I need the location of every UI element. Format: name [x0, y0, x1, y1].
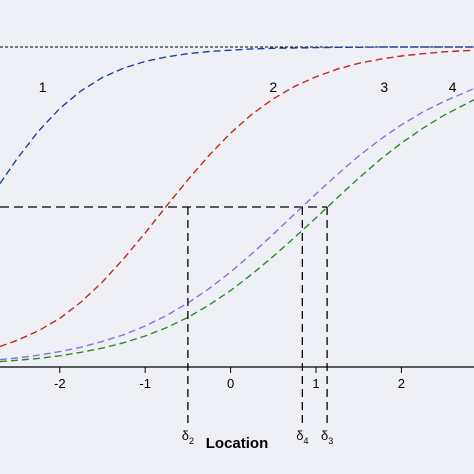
drop-lines — [187, 207, 328, 427]
x-tick-label: 1 — [312, 376, 319, 391]
curve-2 — [0, 49, 474, 348]
curve-4 — [0, 99, 474, 363]
x-tick-label: 0 — [227, 376, 234, 391]
x-tick-label: -1 — [139, 376, 151, 391]
curve-label-4: 4 — [449, 79, 457, 95]
curve-labels: 1 2 3 4 — [39, 79, 457, 95]
x-axis-title: Location — [206, 435, 269, 452]
curve-label-2: 2 — [269, 79, 277, 95]
curves — [0, 46, 474, 363]
x-tick-label: 2 — [398, 376, 405, 391]
x-tick-label: -2 — [54, 376, 66, 391]
curve-label-3: 3 — [380, 79, 388, 95]
x-ticks: -2 -1 0 1 2 — [54, 367, 405, 391]
curve-1 — [0, 46, 474, 184]
curve-label-1: 1 — [39, 79, 47, 95]
